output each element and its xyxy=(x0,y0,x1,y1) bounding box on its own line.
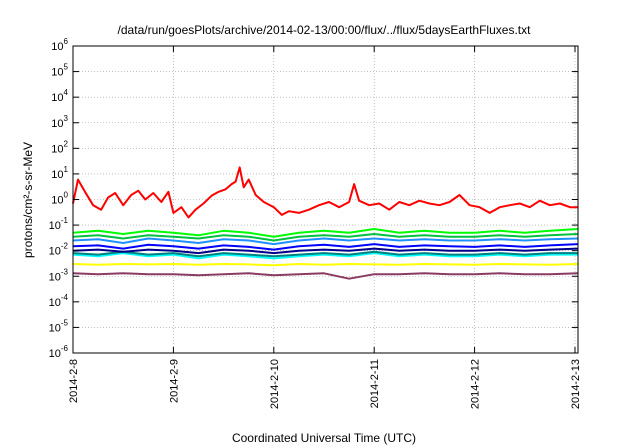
y-tick-base: 10 xyxy=(49,322,61,334)
y-tick-exponent: -5 xyxy=(61,318,69,327)
series-line-1 xyxy=(72,252,578,260)
y-tick-exponent: -6 xyxy=(61,344,69,353)
series-line-0 xyxy=(72,263,579,267)
x-tick-label: 2014-2-9 xyxy=(168,359,180,403)
y-tick-label: 102 xyxy=(51,139,68,155)
series-line-5 xyxy=(72,237,579,246)
y-tick-label: 10-2 xyxy=(49,242,69,258)
y-axis: 10610510410310210110010-110-210-310-410-… xyxy=(49,37,578,360)
y-tick-base: 10 xyxy=(49,348,61,360)
y-tick-base: 10 xyxy=(49,297,61,309)
y-tick-exponent: 2 xyxy=(64,139,69,148)
x-tick-label: 2014-2-12 xyxy=(470,359,482,409)
y-tick-base: 10 xyxy=(51,169,63,181)
grid xyxy=(73,46,578,353)
series-line-8 xyxy=(72,272,579,280)
y-tick-label: 100 xyxy=(51,191,68,207)
y-tick-exponent: -4 xyxy=(61,293,69,302)
x-axis: 2014-2-8 2014-2-9 2014-2-10 2014-2-11 2014-2… xyxy=(68,46,582,409)
series-layer xyxy=(72,166,579,280)
y-tick-base: 10 xyxy=(51,143,63,155)
x-tick-label: 2014-2-8 xyxy=(68,359,80,403)
y-tick-base: 10 xyxy=(51,118,63,130)
y-tick-label: 105 xyxy=(51,63,68,79)
y-tick-exponent: 4 xyxy=(64,88,69,97)
y-axis-label: protons/cm²-s-sr-MeV xyxy=(21,142,35,258)
y-tick-base: 10 xyxy=(51,67,63,79)
y-tick-label: 10-6 xyxy=(49,344,69,360)
chart-title: /data/run/goesPlots/archive/2014-02-13/0… xyxy=(118,23,532,37)
x-tick-label: 2014-2-13 xyxy=(570,359,582,409)
y-tick-base: 10 xyxy=(49,220,61,232)
y-tick-label: 104 xyxy=(51,88,68,104)
y-tick-label: 10-4 xyxy=(49,293,69,309)
y-tick-exponent: 1 xyxy=(64,165,69,174)
x-tick-label: 2014-2-11 xyxy=(369,359,381,408)
y-tick-base: 10 xyxy=(51,195,63,207)
y-tick-exponent: 3 xyxy=(64,114,69,123)
y-tick-base: 10 xyxy=(49,246,61,258)
series-line-3 xyxy=(72,228,579,238)
series-line-6 xyxy=(72,243,579,251)
y-tick-label: 101 xyxy=(51,165,68,181)
y-tick-base: 10 xyxy=(49,271,61,283)
y-tick-label: 106 xyxy=(51,37,68,53)
y-tick-base: 10 xyxy=(51,41,63,53)
y-tick-exponent: 5 xyxy=(64,63,69,72)
y-tick-label: 10-1 xyxy=(49,216,69,232)
y-tick-base: 10 xyxy=(51,92,63,104)
series-line-2 xyxy=(72,250,578,258)
y-tick-exponent: 6 xyxy=(64,37,69,46)
series-line-9 xyxy=(72,166,578,219)
y-tick-label: 10-5 xyxy=(49,318,69,334)
y-tick-exponent: -3 xyxy=(61,267,69,276)
y-tick-label: 103 xyxy=(51,114,68,130)
y-tick-exponent: 0 xyxy=(64,191,69,200)
series-line-7 xyxy=(72,247,579,255)
x-tick-label: 2014-2-10 xyxy=(269,359,281,409)
x-axis-label: Coordinated Universal Time (UTC) xyxy=(232,431,416,445)
y-tick-exponent: -2 xyxy=(61,242,69,251)
y-tick-exponent: -1 xyxy=(61,216,69,225)
series-line-4 xyxy=(72,233,579,242)
y-tick-label: 10-3 xyxy=(49,267,69,283)
